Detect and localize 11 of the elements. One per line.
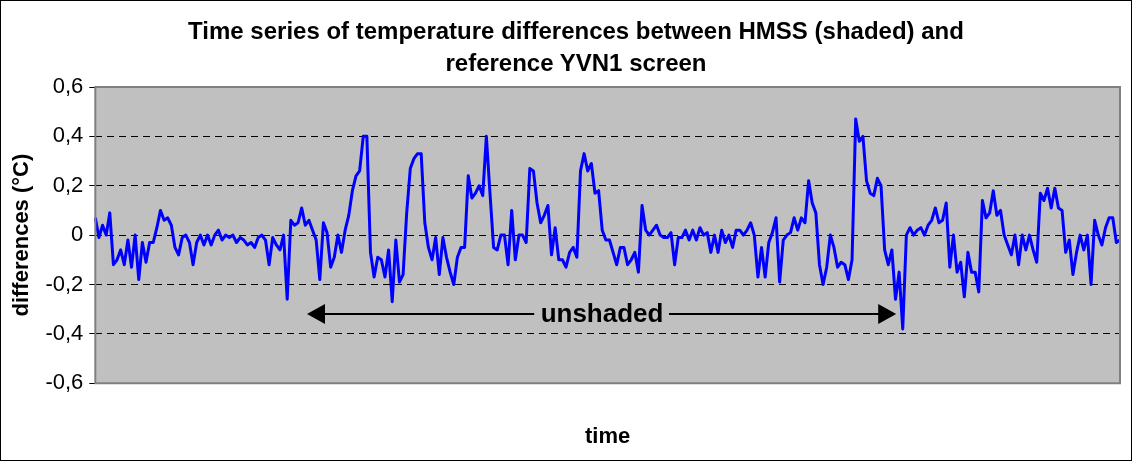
annotation: unshaded — [540, 297, 664, 328]
y-tick-label: 0 — [71, 221, 84, 247]
chart-title: Time series of temperature differences between HMSS (shaded) and reference YVN1 screen — [187, 16, 965, 78]
y-axis-title: differences (°C) — [8, 153, 34, 317]
y-tick-label: -0,6 — [45, 369, 84, 395]
y-tick-label: -0,4 — [45, 319, 84, 345]
y-tick-label: -0,2 — [45, 270, 84, 296]
x-axis-title: time — [585, 422, 631, 448]
y-tick-label: 0,6 — [52, 73, 84, 99]
y-tick-label: 0,2 — [52, 171, 84, 197]
y-tick-label: 0,4 — [52, 122, 84, 148]
